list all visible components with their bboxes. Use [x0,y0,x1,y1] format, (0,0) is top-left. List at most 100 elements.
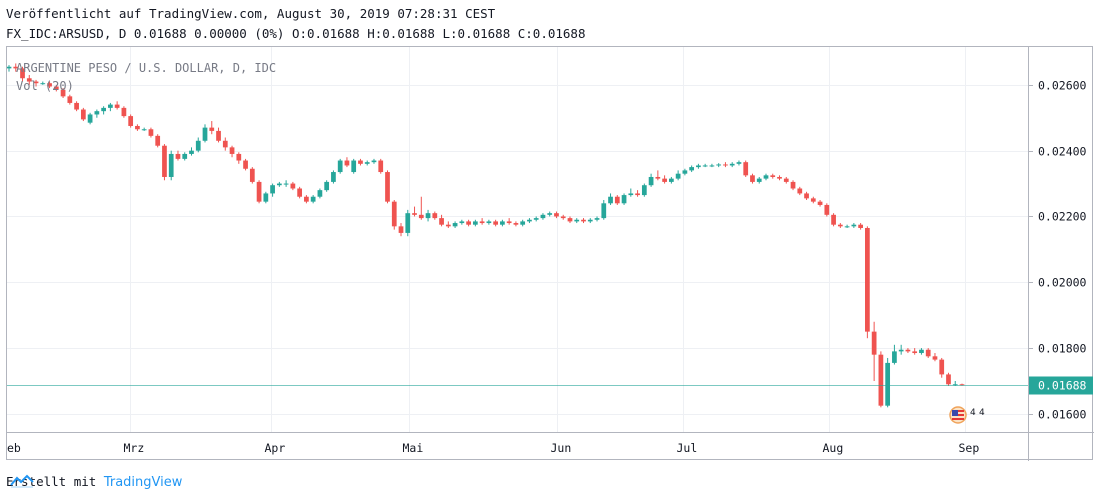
candle-body [817,201,823,205]
candle [892,344,897,365]
candle [662,175,667,184]
candle-body [74,102,79,110]
candle [168,150,174,181]
candle-body [466,221,471,225]
candle-body [67,96,73,103]
candle [87,112,93,125]
candle-body [493,221,499,225]
candle [425,209,431,222]
candle [709,163,715,168]
candle [547,211,553,217]
candle-body [756,178,762,182]
candle [533,216,539,222]
candle [344,157,350,168]
candle-body [959,384,965,386]
candle-body [520,221,526,225]
time-axis[interactable]: eb Mrz Apr Mai Jun Jul Aug Sep [7,441,979,455]
candle [74,101,79,112]
candle-body [554,213,559,217]
tradingview-brand-link[interactable]: TradingView [103,475,183,490]
candle [148,127,154,138]
candle [351,158,357,174]
candle-body [939,359,945,375]
svg-text:4: 4 [979,408,985,418]
candle-body [932,356,938,360]
candle [182,152,188,161]
candle [141,127,147,131]
candle [723,162,728,168]
candle-body [331,172,336,182]
candle [750,173,755,184]
candle-body [141,129,147,131]
candle-body [858,224,863,228]
candle-body [777,176,782,179]
candle-body [723,164,728,166]
candle [33,79,39,87]
candle [310,195,316,204]
candle-body [243,160,248,169]
candle-body [324,181,330,191]
candle-body [33,81,39,84]
candle [770,173,776,179]
candle-body [547,213,553,215]
candle-body [7,66,12,69]
tradingview-logo-icon[interactable] [10,474,34,488]
candle [581,218,586,224]
candle-body [385,172,390,202]
candle-body [101,107,106,112]
price-axis[interactable]: 0.02600 0.02400 0.02200 0.02000 0.01800 0.016… [1028,79,1093,422]
candle-body [297,188,302,197]
time-tick-label: eb [7,441,21,455]
candle-body [283,183,289,185]
candle-body [743,162,749,176]
candlestick-chart[interactable]: 0.02600 0.02400 0.02200 0.02000 0.01800 0.016… [7,47,1094,461]
candle [797,186,803,196]
candle [621,193,627,205]
candle-body [662,178,667,182]
time-tick-label: Sep [959,441,980,455]
candle [506,218,512,225]
candle [628,188,634,197]
candle-body [892,351,897,363]
candle [520,219,526,227]
candle-body [168,153,174,177]
candle [898,344,904,355]
candle-body [290,183,296,189]
candle-body [797,188,803,194]
candle-body [669,178,674,182]
ohlc-readout: FX_IDC:ARSUSD, D 0.01688 0.00000 (0%) O:… [6,26,586,41]
candle [270,183,275,197]
candle [608,193,613,205]
candle-body [925,349,931,357]
candle [763,173,769,181]
candle [594,216,600,222]
candle [202,124,208,143]
candle-body [162,145,167,177]
candle [229,145,235,158]
flag-icon[interactable]: 4 4 [949,406,985,424]
candle-body [952,384,958,386]
candle [817,200,823,207]
candle-body [540,214,546,219]
candle-body [878,354,884,406]
candle-body [628,193,634,196]
candle [669,176,674,184]
candle [276,181,282,187]
candle [540,213,546,220]
candle-body [236,153,242,161]
candle [493,219,499,227]
candle [459,219,465,225]
candle [283,180,289,187]
time-tick-label: Jul [677,441,698,455]
candle-body [479,221,485,224]
candle [20,66,25,82]
candle [67,94,73,105]
candle [13,63,19,72]
candle-body [641,185,647,196]
candle-body [20,68,25,79]
candle [865,226,870,339]
candle-body [155,135,161,146]
chart-panel[interactable]: 0.02600 0.02400 0.02200 0.02000 0.01800 0.016… [6,46,1094,461]
candle-body [824,204,830,215]
candle-body [567,218,573,222]
